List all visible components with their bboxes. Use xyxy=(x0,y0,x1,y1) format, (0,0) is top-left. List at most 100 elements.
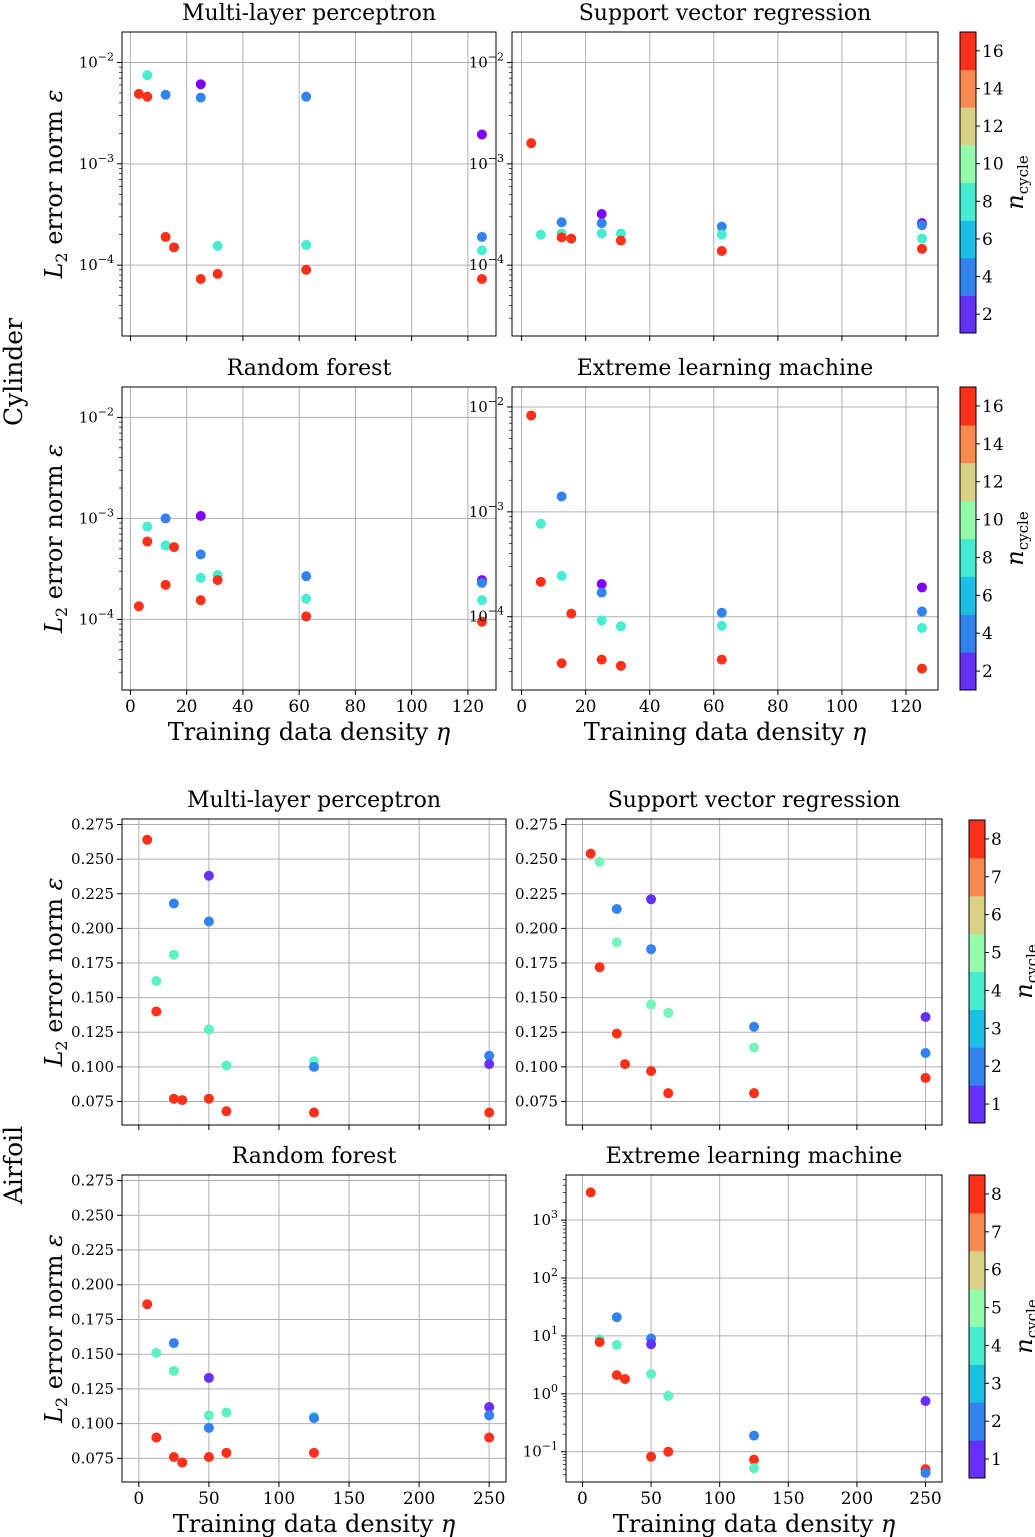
y-tick-label: 10−2 xyxy=(469,51,504,72)
data-point xyxy=(484,1432,495,1443)
colorbar-tick-label: 3 xyxy=(991,1019,1002,1039)
y-tick-label: 103 xyxy=(532,1208,558,1229)
colorbar-tick-label: 6 xyxy=(982,230,993,250)
panel-title: Multi-layer perceptron xyxy=(182,1,436,26)
data-point xyxy=(556,491,567,502)
colorbar-tick-label: 1 xyxy=(991,1450,1002,1470)
colorbar-tick-label: 7 xyxy=(991,1223,1002,1243)
colorbar-band xyxy=(960,462,976,502)
y-axis-label: L2 error norm ε xyxy=(40,1234,71,1424)
data-point xyxy=(585,1187,596,1198)
y-axis-label: L2 error norm ε xyxy=(40,877,71,1067)
data-point xyxy=(142,70,153,81)
colorbar-band xyxy=(969,857,985,897)
data-point xyxy=(309,1061,319,1072)
data-point xyxy=(916,220,927,231)
data-point xyxy=(195,92,206,103)
x-axis-label: Training data density η xyxy=(584,718,867,746)
colorbar-frame xyxy=(959,386,977,691)
x-tick-label: 20 xyxy=(176,697,198,717)
data-point xyxy=(535,576,546,587)
x-axis-label: Training data density η xyxy=(168,718,451,746)
y-tick-label: 100 xyxy=(532,1382,558,1403)
y-tick-label: 0.075 xyxy=(71,1092,114,1110)
data-point xyxy=(476,577,487,588)
colorbar-tick-label: 14 xyxy=(982,79,1004,99)
y-tick-label: 10−2 xyxy=(469,395,504,416)
data-point xyxy=(301,264,312,275)
data-point xyxy=(142,536,153,547)
y-tick-label: 10−4 xyxy=(469,253,504,274)
data-point xyxy=(476,595,487,606)
data-point xyxy=(916,233,927,244)
colorbar-tick-label: 5 xyxy=(991,1299,1002,1319)
x-tick-label: 50 xyxy=(198,1489,220,1509)
colorbar-tick-label: 2 xyxy=(991,1057,1002,1077)
y-axis-label: L2 error norm ε xyxy=(40,89,71,279)
data-point xyxy=(160,89,171,100)
data-point xyxy=(301,571,312,582)
data-point xyxy=(203,1372,214,1383)
colorbar-band xyxy=(969,895,985,935)
data-point xyxy=(749,1463,759,1474)
axes-frame xyxy=(121,31,497,337)
y-tick-label: 0.200 xyxy=(71,1276,114,1294)
colorbar-label: ncycle xyxy=(1010,1299,1035,1354)
data-point xyxy=(151,1347,162,1358)
colorbar-band xyxy=(960,107,976,146)
colorbar-frame xyxy=(959,31,977,334)
x-tick-label: 0 xyxy=(516,697,527,717)
data-point xyxy=(716,221,727,232)
data-point xyxy=(203,1093,214,1104)
colorbar-tick-label: 8 xyxy=(991,830,1002,850)
data-point xyxy=(169,242,180,253)
data-point xyxy=(476,231,487,242)
data-point xyxy=(556,217,567,228)
y-tick-label: 0.100 xyxy=(515,1058,558,1076)
panel-1: 10−4 10−3 10−2 Multi-layer perceptron L2 err… xyxy=(40,1,497,341)
colorbar-frame xyxy=(968,1174,986,1479)
panel-8: 0 50 100 150 200 250 10−1 100 101 102 103 Extreme l… xyxy=(523,1144,943,1537)
data-point xyxy=(160,513,171,524)
x-tick-label: 80 xyxy=(767,697,789,717)
data-point xyxy=(556,232,567,243)
data-point xyxy=(203,1422,214,1433)
y-tick-label: 0.100 xyxy=(71,1415,114,1433)
y-tick-label: 0.250 xyxy=(71,1206,114,1224)
colorbar-tick-label: 12 xyxy=(982,117,1004,137)
colorbar-tick-label: 8 xyxy=(991,1185,1002,1205)
y-tick-label: 0.150 xyxy=(515,989,558,1007)
colorbar-band xyxy=(969,1364,985,1403)
data-point xyxy=(615,235,626,246)
x-tick-label: 250 xyxy=(909,1489,941,1509)
colorbar-tick-label: 6 xyxy=(991,1261,1002,1281)
colorbar-tick-label: 8 xyxy=(982,192,993,212)
data-point xyxy=(749,1042,759,1053)
colorbar-band xyxy=(969,971,985,1010)
data-point xyxy=(611,1339,622,1350)
colorbar-label: ncycle xyxy=(1001,155,1032,210)
data-point xyxy=(594,1337,605,1348)
colorbar-tick-label: 2 xyxy=(991,1412,1002,1432)
data-point xyxy=(749,1454,759,1465)
colorbar-label: ncycle xyxy=(1001,511,1032,566)
data-point xyxy=(168,1093,179,1104)
x-tick-label: 120 xyxy=(452,697,484,717)
data-point xyxy=(203,1410,214,1421)
colorbar-band xyxy=(960,387,976,426)
data-point xyxy=(646,1368,657,1379)
colorbar-tick-label: 16 xyxy=(982,42,1004,62)
data-point xyxy=(596,654,607,665)
data-point xyxy=(476,616,487,627)
data-point xyxy=(920,1467,931,1478)
y-tick-label: 10−4 xyxy=(79,253,114,274)
data-point xyxy=(920,1048,931,1058)
data-point xyxy=(212,268,223,279)
x-tick-label: 20 xyxy=(575,697,597,717)
panel-title: Random forest xyxy=(227,356,392,381)
data-point xyxy=(611,937,622,948)
data-point xyxy=(566,233,577,244)
colorbar-frame xyxy=(968,819,986,1124)
data-point xyxy=(594,856,605,867)
